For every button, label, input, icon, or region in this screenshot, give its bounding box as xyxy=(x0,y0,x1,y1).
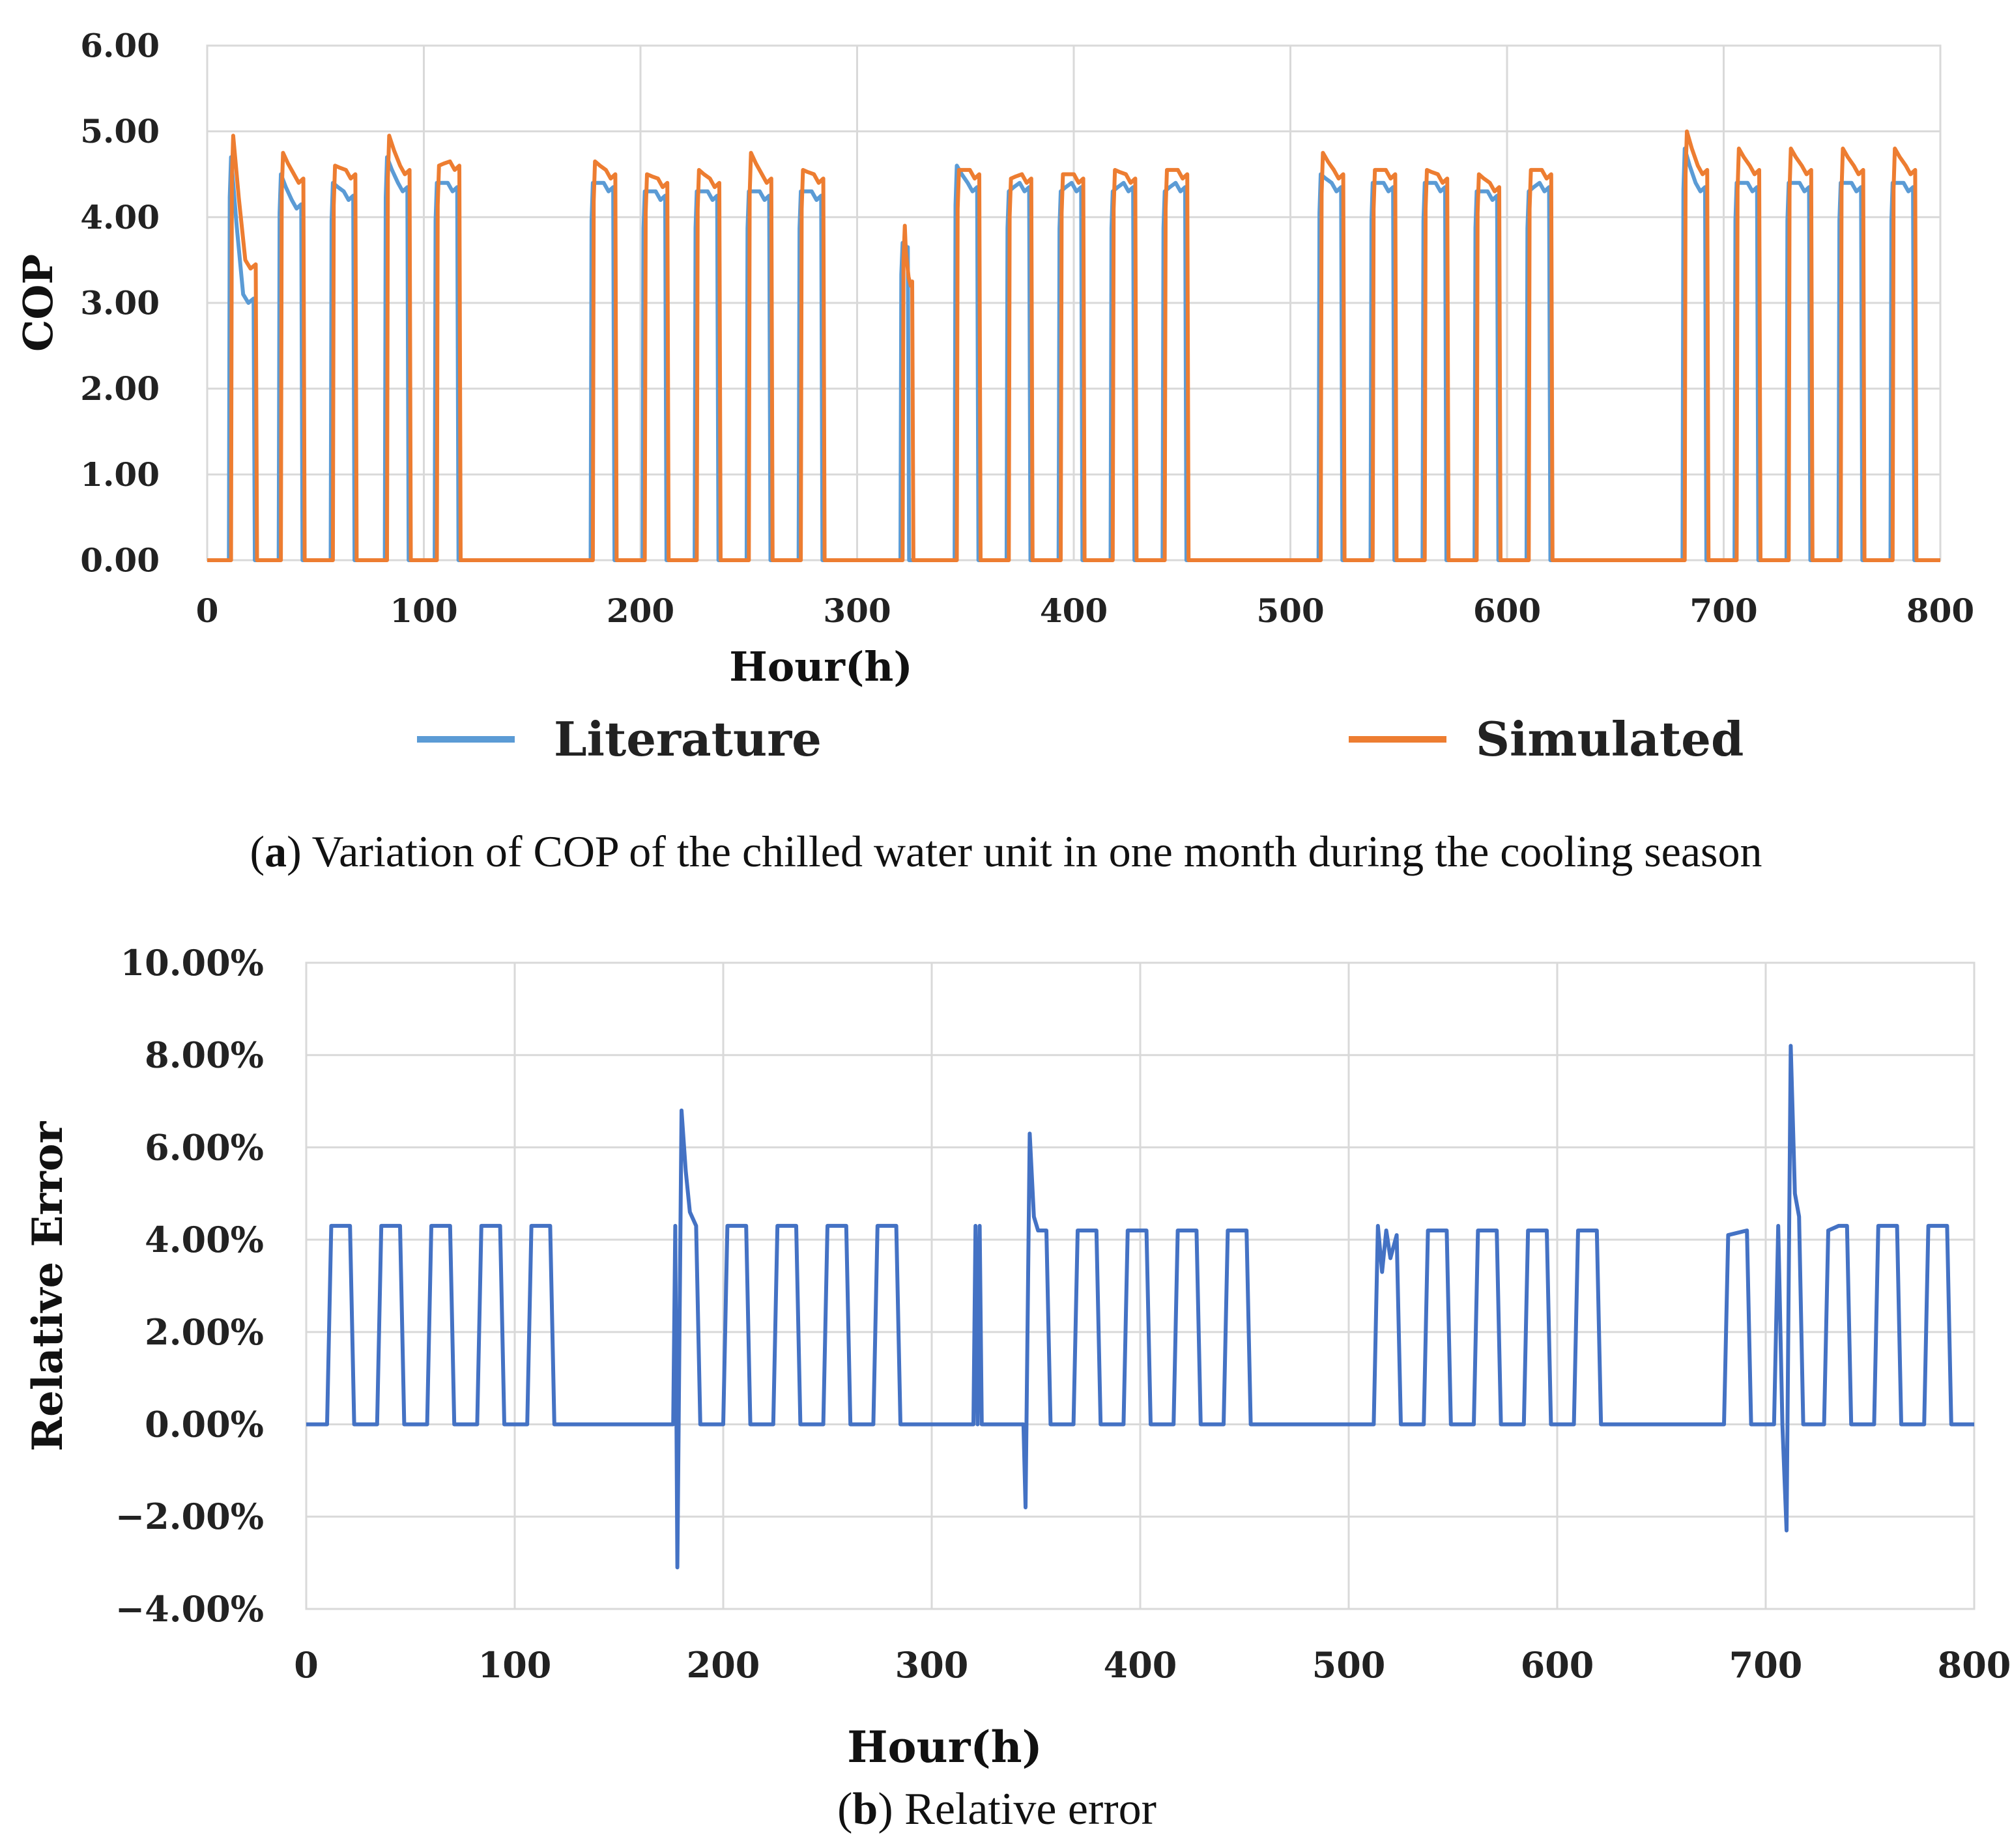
y-tick-label: 0.00% xyxy=(145,1403,264,1445)
chart-a-plot-area xyxy=(206,44,1942,562)
y-tick-label: 2.00 xyxy=(80,369,160,408)
x-tick-label: 800 xyxy=(1906,591,1974,630)
chart-b-series xyxy=(306,1044,1974,1570)
caption-a-label: a xyxy=(265,827,287,876)
y-tick-label: 1.00 xyxy=(80,455,160,494)
x-tick-label: 800 xyxy=(1938,1644,2011,1686)
x-tick-label: 600 xyxy=(1521,1644,1594,1686)
x-tick-label: 0 xyxy=(196,591,219,630)
y-tick-label: 4.00% xyxy=(145,1219,264,1260)
y-tick-label: 6.00 xyxy=(80,27,160,65)
caption-b: (b) Relative error xyxy=(837,1784,1157,1834)
chart-b-y-ticks: −4.00% −2.00% 0.00% 2.00% 4.00% 6.00% 8.00% 10.… xyxy=(115,942,264,1630)
y-tick-label: 10.00% xyxy=(121,942,264,984)
chart-a-series xyxy=(207,129,1940,562)
x-tick-label: 400 xyxy=(1040,591,1108,630)
x-tick-label: 0 xyxy=(294,1644,319,1686)
chart-a-x-ticks: 0 100 200 300 400 500 600 700 800 xyxy=(196,591,1975,630)
y-tick-label: 5.00 xyxy=(80,112,160,150)
x-tick-label: 600 xyxy=(1473,591,1541,630)
x-tick-label: 100 xyxy=(478,1644,552,1686)
y-tick-label: 6.00% xyxy=(145,1126,264,1168)
y-tick-label: −2.00% xyxy=(115,1496,264,1537)
chart-a-gridlines xyxy=(206,44,1942,562)
chart-b-plot-area xyxy=(305,961,1976,1610)
x-tick-label: 500 xyxy=(1256,591,1324,630)
chart-a-y-ticks: 0.00 1.00 2.00 3.00 4.00 5.00 6.00 xyxy=(80,27,160,580)
caption-b-label: b xyxy=(852,1784,878,1834)
legend-simulated-label: Simulated xyxy=(1476,711,1744,767)
x-tick-label: 300 xyxy=(895,1644,969,1686)
caption-a: (a) Variation of COP of the chilled wate… xyxy=(250,827,1762,876)
chart-a-legend: Literature Simulated xyxy=(417,711,1744,767)
y-tick-label: 4.00 xyxy=(80,198,160,236)
chart-b-relative-error: −4.00% −2.00% 0.00% 2.00% 4.00% 6.00% 8.00% 10.… xyxy=(23,942,2011,1834)
chart-b-x-axis-title: Hour(h) xyxy=(847,1722,1042,1772)
chart-a-cop: 0.00 1.00 2.00 3.00 4.00 5.00 6.00 0 100 200 300 4… xyxy=(14,27,1974,877)
series-line-relative-error xyxy=(306,1044,1974,1570)
x-tick-label: 400 xyxy=(1104,1644,1177,1686)
y-tick-label: −4.00% xyxy=(115,1588,264,1630)
x-tick-label: 500 xyxy=(1312,1644,1386,1686)
chart-b-gridlines xyxy=(305,961,1976,1610)
x-tick-label: 100 xyxy=(390,591,457,630)
x-tick-label: 700 xyxy=(1729,1644,1803,1686)
x-tick-label: 200 xyxy=(687,1644,760,1686)
x-tick-label: 200 xyxy=(607,591,674,630)
series-line-simulated xyxy=(207,129,1940,562)
chart-b-y-axis-title: Relative Error xyxy=(23,1121,72,1452)
y-tick-label: 3.00 xyxy=(80,284,160,322)
y-tick-label: 2.00% xyxy=(145,1311,264,1353)
x-tick-label: 300 xyxy=(823,591,891,630)
x-tick-label: 700 xyxy=(1689,591,1757,630)
caption-a-text: Variation of COP of the chilled water un… xyxy=(312,827,1762,876)
legend-literature-label: Literature xyxy=(554,711,822,767)
y-tick-label: 0.00 xyxy=(80,541,160,580)
chart-a-y-axis-title: COP xyxy=(14,254,62,352)
caption-b-text: Relative error xyxy=(904,1784,1157,1834)
chart-a-x-axis-title: Hour(h) xyxy=(729,643,912,690)
chart-b-x-ticks: 0 100 200 300 400 500 600 700 800 xyxy=(294,1644,2011,1686)
y-tick-label: 8.00% xyxy=(145,1034,264,1076)
